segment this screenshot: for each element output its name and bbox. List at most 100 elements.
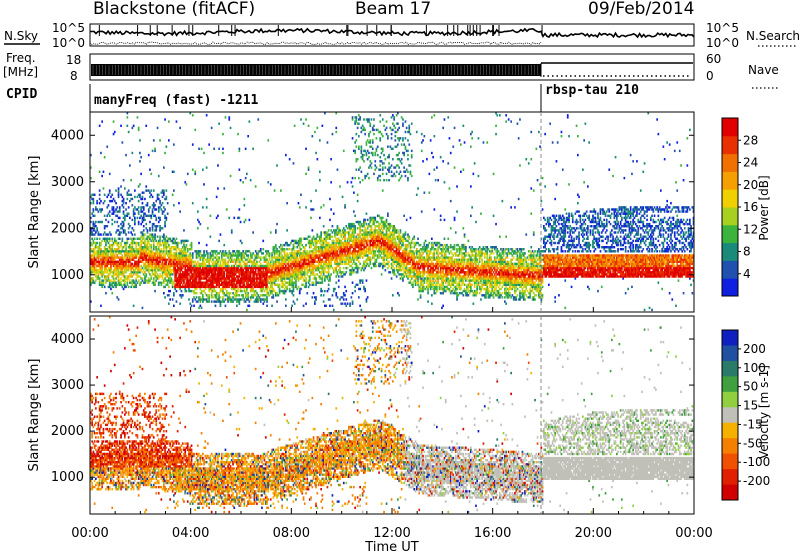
- heatmap-cell: [332, 289, 335, 293]
- heatmap-cell: [207, 266, 209, 270]
- heatmap-cell: [264, 283, 267, 286]
- heatmap-cell: [344, 235, 346, 238]
- heatmap-cell: [366, 225, 369, 228]
- heatmap-cell: [331, 239, 334, 243]
- heatmap-cell: [349, 256, 351, 259]
- heatmap-cell: [376, 243, 379, 247]
- heatmap-cell: [320, 258, 322, 261]
- heatmap-cell: [275, 266, 277, 270]
- heatmap-cell: [302, 264, 305, 268]
- heatmap-cell: [325, 254, 327, 257]
- heatmap-cell: [219, 279, 222, 282]
- heatmap-cell: [278, 285, 281, 289]
- heatmap-cell: [178, 248, 180, 251]
- heatmap-cell: [102, 170, 105, 173]
- heatmap-cell: [360, 233, 363, 236]
- heatmap-cell: [370, 227, 373, 230]
- heatmap-cell: [300, 193, 302, 196]
- heatmap-cell: [286, 285, 288, 289]
- heatmap-cell: [149, 206, 151, 209]
- heatmap-cell: [217, 281, 219, 284]
- heatmap-cell: [204, 283, 207, 286]
- heatmap-cell: [151, 271, 154, 274]
- heatmap-cell: [327, 279, 330, 282]
- heatmap-cell: [336, 262, 339, 266]
- heatmap-cell: [161, 252, 164, 255]
- heatmap-cell: [136, 269, 139, 272]
- heatmap-cell: [251, 271, 253, 274]
- heatmap-cell: [358, 233, 360, 236]
- heatmap-cell: [127, 206, 130, 209]
- heatmap-cell: [378, 225, 380, 228]
- heatmap-cell: [127, 266, 130, 270]
- heatmap-cell: [334, 252, 336, 255]
- heatmap-cell: [117, 269, 120, 272]
- heatmap-cell: [100, 250, 102, 253]
- heatmap-cell: [308, 254, 311, 257]
- heatmap-cell: [371, 153, 374, 157]
- heatmap-cell: [215, 216, 218, 220]
- heatmap-cell: [173, 264, 175, 268]
- heatmap-cell: [170, 258, 173, 261]
- heatmap-cell: [164, 271, 166, 274]
- heatmap-cell: [324, 277, 326, 280]
- heatmap-cell: [105, 264, 107, 268]
- heatmap-cell: [228, 254, 231, 257]
- heatmap-cell: [202, 285, 204, 289]
- heatmap-cell: [370, 118, 373, 121]
- heatmap-cell: [259, 266, 262, 270]
- heatmap-cell: [354, 256, 356, 259]
- heatmap-cell: [157, 210, 160, 213]
- heatmap-cell: [243, 289, 246, 293]
- heatmap-cell: [207, 273, 209, 276]
- heatmap-cell: [273, 289, 276, 293]
- heatmap-cell: [329, 233, 331, 236]
- heatmap-cell: [90, 243, 92, 247]
- heatmap-cell: [135, 285, 137, 289]
- heatmap-cell: [335, 237, 338, 240]
- heatmap-cell: [178, 256, 180, 259]
- heatmap-cell: [176, 260, 179, 263]
- heatmap-cell: [291, 273, 293, 276]
- heatmap-cell: [159, 218, 161, 222]
- heatmap-cell: [160, 204, 163, 207]
- heatmap-cell: [145, 264, 148, 268]
- heatmap-cell: [219, 266, 222, 270]
- heatmap-cell: [301, 266, 304, 270]
- heatmap-cell: [140, 241, 142, 245]
- heatmap-cell: [290, 252, 292, 255]
- heatmap-cell: [354, 266, 356, 270]
- heatmap-cell: [184, 287, 187, 291]
- heatmap-cell: [189, 243, 192, 247]
- heatmap-cell: [141, 231, 144, 234]
- heatmap-cell: [307, 260, 310, 263]
- heatmap-cell: [246, 269, 248, 272]
- heatmap-cell: [326, 254, 329, 257]
- heatmap-cell: [96, 229, 98, 232]
- heatmap-cell: [163, 285, 165, 289]
- heatmap-cell: [188, 262, 190, 266]
- heatmap-cell: [126, 116, 129, 119]
- heatmap-cell: [291, 281, 293, 284]
- heatmap-cell: [110, 258, 112, 261]
- heatmap-cell: [179, 258, 181, 261]
- heatmap-cell: [134, 206, 136, 209]
- heatmap-cell: [100, 199, 102, 203]
- heatmap-cell: [132, 285, 135, 289]
- heatmap-cell: [375, 229, 378, 232]
- heatmap-cell: [233, 266, 236, 270]
- heatmap-cell: [283, 279, 286, 282]
- heatmap-cell: [101, 271, 103, 274]
- heatmap-cell: [378, 168, 380, 171]
- heatmap-cell: [155, 225, 158, 228]
- heatmap-cell: [312, 252, 315, 255]
- heatmap-cell: [334, 258, 336, 261]
- heatmap-cell: [329, 262, 331, 266]
- heatmap-cell: [175, 283, 178, 286]
- heatmap-cell: [135, 283, 137, 286]
- heatmap-cell: [286, 202, 288, 205]
- heatmap-cell: [371, 139, 374, 142]
- heatmap-cell: [287, 273, 290, 276]
- heatmap-cell: [147, 279, 150, 282]
- heatmap-cell: [141, 256, 144, 259]
